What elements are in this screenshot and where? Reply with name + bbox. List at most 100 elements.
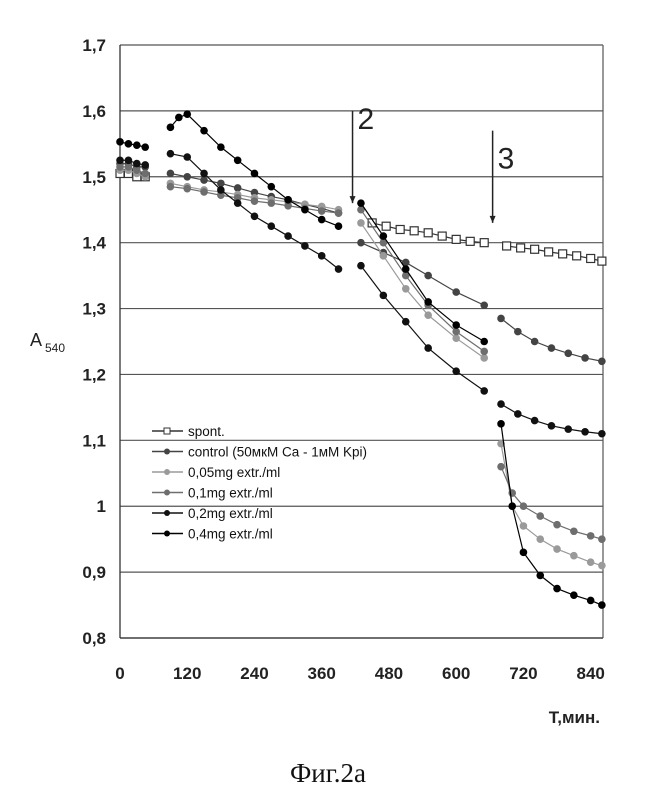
data-point [480,348,488,356]
data-point [503,242,511,250]
data-point [497,420,505,428]
data-point [548,344,556,352]
y-axis-label-subscript: 540 [45,341,65,355]
data-point [480,301,488,309]
legend-label: 0,2mg extr./ml [188,506,273,521]
data-point [548,422,556,430]
y-tick-label: 1,2 [82,365,106,384]
series-line [120,142,145,147]
data-point [402,318,410,326]
data-point [570,552,578,560]
data-point [480,239,488,247]
legend-marker [164,531,170,537]
data-point [183,185,191,193]
y-tick-label: 1 [97,497,106,516]
series-line [120,160,145,165]
data-point [318,207,326,215]
data-point [536,535,544,543]
data-point [335,222,343,230]
data-point [380,252,388,260]
data-point [598,257,606,265]
data-point [520,502,528,510]
data-point [531,417,539,425]
data-point [267,183,275,191]
x-tick-label: 360 [308,664,336,683]
data-point [357,199,365,207]
data-point [133,160,141,168]
legend-label: control (50мкМ Ca - 1мМ Kpi) [188,445,367,460]
data-point [301,206,309,214]
series-line [501,444,602,566]
data-point [116,157,124,165]
data-point [536,572,544,580]
data-point [357,239,365,247]
data-point [520,549,528,557]
data-point [564,425,572,433]
data-point [167,170,175,178]
data-point [284,196,292,204]
x-axis-label: T,мин. [549,708,600,727]
data-point [581,428,589,436]
y-axis-label: A [30,330,42,350]
data-point [125,140,133,148]
data-point [531,338,539,346]
data-point [581,354,589,362]
data-point [480,387,488,395]
series-line [361,243,484,306]
data-point [452,321,460,329]
data-point [251,170,259,178]
data-point [217,180,225,188]
data-point [424,298,432,306]
data-point [514,410,522,418]
y-tick-label: 0,9 [82,563,106,582]
data-point [200,127,208,135]
data-point [553,521,561,529]
data-point [318,252,326,260]
data-point [267,222,275,230]
x-tick-label: 0 [115,664,124,683]
data-point [438,232,446,240]
legend: spont.control (50мкМ Ca - 1мМ Kpi)0,05mg… [152,424,367,542]
data-point [167,150,175,158]
y-tick-label: 1,1 [82,431,106,450]
data-point [536,512,544,520]
x-tick-label: 840 [576,664,604,683]
series-line [501,424,602,605]
data-point [452,235,460,243]
data-point [573,252,581,260]
data-point [335,209,343,217]
data-point [587,254,595,262]
legend-marker [164,490,170,496]
data-point [424,229,432,237]
data-point [380,292,388,300]
legend-marker [164,510,170,516]
data-point [570,591,578,599]
data-point [141,161,149,169]
data-point [125,163,133,171]
data-point [234,199,242,207]
data-point [200,170,208,178]
data-point [520,522,528,530]
y-tick-label: 1,3 [82,300,106,319]
data-point [234,157,242,165]
legend-label: 0,4mg extr./ml [188,527,273,542]
data-point [357,262,365,270]
legend-marker [164,428,170,434]
legend-label: 0,1mg extr./ml [188,486,273,501]
y-tick-label: 0,8 [82,629,106,648]
data-point [133,141,141,149]
legend-label: spont. [188,424,225,439]
data-point [564,350,572,358]
data-point [267,199,275,207]
annotation-label: 2 [358,103,375,136]
data-point [141,143,149,151]
data-point [598,601,606,609]
data-point [402,265,410,273]
y-tick-label: 1,7 [82,36,106,55]
data-point [480,354,488,362]
x-tick-label: 480 [375,664,403,683]
data-point [382,222,390,230]
series-4 [116,150,605,438]
data-point [497,315,505,323]
data-point [452,334,460,342]
